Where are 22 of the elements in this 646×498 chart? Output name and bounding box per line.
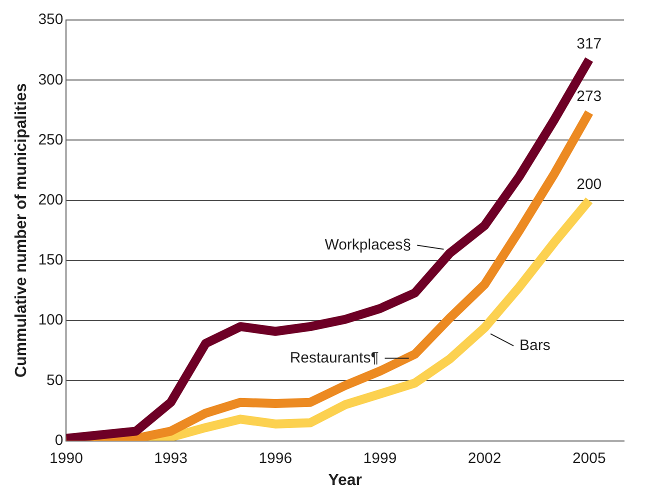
series-label: Restaurants¶ xyxy=(290,349,379,366)
y-axis-title: Cummulative number of municipalities xyxy=(13,83,30,378)
data-label: 200 xyxy=(576,176,602,193)
y-tick-label: 250 xyxy=(38,131,64,148)
y-tick-label: 0 xyxy=(54,432,64,449)
y-tick-label: 100 xyxy=(38,312,64,329)
y-tick-label: 300 xyxy=(38,71,64,88)
x-tick-label: 2005 xyxy=(572,450,606,467)
data-label: 273 xyxy=(576,88,602,106)
data-label: 317 xyxy=(576,35,602,52)
x-tick-label: 1993 xyxy=(154,450,188,467)
y-tick-label: 350 xyxy=(38,11,64,28)
x-tick-label: 1990 xyxy=(50,450,83,467)
y-tick-label: 50 xyxy=(46,372,64,389)
x-tick-label: 1999 xyxy=(363,450,397,467)
x-tick-label: 1996 xyxy=(258,450,292,467)
x-tick-label: 2002 xyxy=(468,450,502,467)
y-tick-label: 150 xyxy=(38,252,64,269)
series-label: Workplaces§ xyxy=(324,236,412,254)
text: Bars xyxy=(520,336,550,354)
y-tick-label: 200 xyxy=(38,191,64,208)
x-axis-title: Year xyxy=(328,472,362,489)
